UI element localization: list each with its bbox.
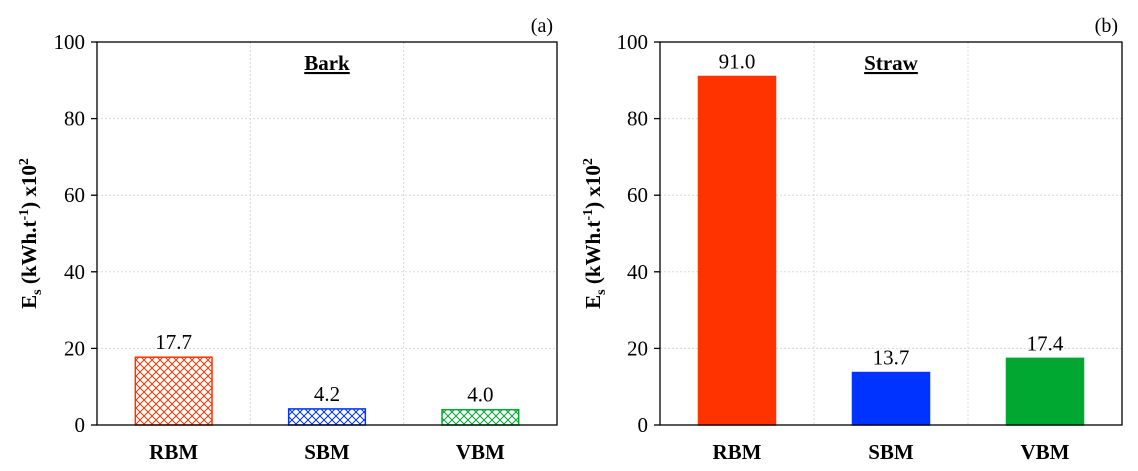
value-label-vbm: 4.0: [467, 383, 493, 407]
y-axis-label: Es (kWh.t-1) x102: [17, 158, 45, 309]
y-axis-label-part: s: [30, 289, 45, 295]
panel-tag: (a): [531, 15, 553, 37]
panel-tag: (b): [1095, 15, 1118, 37]
y-axis-label-part: ) x10: [17, 165, 41, 209]
y-axis-label-part: (kWh.t: [581, 221, 605, 290]
y-axis-label-part: 2: [581, 158, 596, 165]
y-tick-label: 20: [627, 336, 648, 360]
y-tick-label: 60: [627, 183, 648, 207]
y-axis-label-part: -1: [581, 209, 596, 221]
chart-panel-b: 91.0 RBM 13.7 SBM 17.4 VBM 0 20 40 60 80 100 Straw (b…: [581, 15, 1123, 464]
bar-vbm: [1005, 357, 1085, 426]
bar-rbm: [134, 356, 213, 426]
panel-title: Straw: [864, 51, 918, 75]
y-axis-label-part: -1: [17, 209, 32, 221]
value-label-sbm: 4.2: [314, 382, 340, 406]
y-axis-label-part: E: [581, 295, 605, 309]
category-label-sbm: SBM: [868, 440, 914, 464]
value-label-rbm: 91.0: [719, 49, 756, 73]
y-tick-label: 40: [627, 260, 648, 284]
value-label-rbm: 17.7: [155, 330, 192, 354]
y-tick-label: 0: [638, 413, 649, 437]
y-tick-label: 20: [64, 336, 85, 360]
y-axis-label-part: E: [17, 295, 41, 309]
value-label-vbm: 17.4: [1027, 331, 1064, 355]
bar-vbm: [441, 408, 520, 426]
y-tick-label: 80: [627, 107, 648, 131]
y-axis-label-part: ) x10: [581, 165, 605, 209]
value-label-sbm: 13.7: [873, 346, 910, 370]
plot-frame: [96, 41, 558, 426]
category-label-sbm: SBM: [304, 440, 350, 464]
category-label-rbm: RBM: [149, 440, 198, 464]
y-tick-label: 40: [64, 260, 85, 284]
y-tick-label: 100: [617, 30, 649, 54]
y-tick-label: 100: [54, 30, 86, 54]
category-label-rbm: RBM: [713, 440, 762, 464]
y-axis-label: Es (kWh.t-1) x102: [581, 158, 609, 309]
plot-frame: [659, 41, 1123, 426]
bar-sbm: [851, 371, 931, 426]
bar-rbm: [697, 75, 777, 426]
chart-panel-a: 17.7 RBM 4.2 SBM 4.0 VBM 0 20 40 60 80 100 Bark (a) Es…: [17, 15, 558, 464]
category-label-vbm: VBM: [1021, 440, 1070, 464]
y-axis-label-part: s: [594, 289, 609, 295]
bar-sbm: [287, 408, 367, 426]
y-tick-label: 80: [64, 107, 85, 131]
y-tick-label: 0: [75, 413, 86, 437]
category-label-vbm: VBM: [456, 440, 505, 464]
y-axis-label-part: 2: [17, 158, 32, 165]
y-axis-label-part: (kWh.t: [17, 221, 41, 290]
y-tick-label: 60: [64, 183, 85, 207]
panel-title: Bark: [304, 51, 350, 75]
